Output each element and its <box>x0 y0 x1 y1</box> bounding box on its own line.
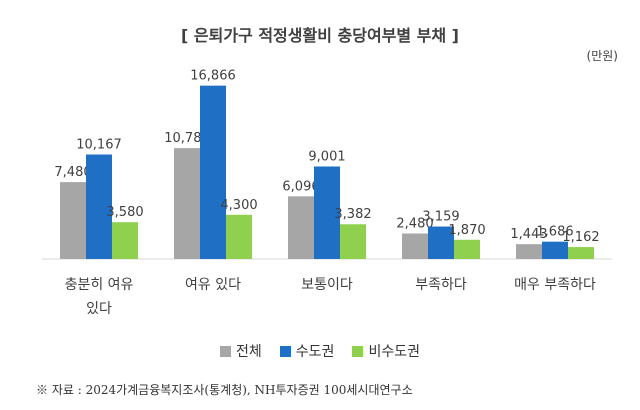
bar-2-4 <box>568 247 594 259</box>
legend-swatch-capital <box>279 345 291 357</box>
x-tick-label-1: 여유 있다 <box>185 277 241 293</box>
data-label-1-1: 16,866 <box>190 69 236 84</box>
legend-swatch-noncapital <box>352 345 364 357</box>
bar-1-0 <box>86 154 112 259</box>
legend-swatch-total <box>220 345 232 357</box>
bar-1-4 <box>542 241 568 259</box>
data-label-0-0: 7,480 <box>54 165 91 180</box>
data-label-2-1: 4,300 <box>220 198 257 213</box>
bar-0-1 <box>174 148 200 259</box>
data-label-0-3: 2,480 <box>396 217 433 232</box>
bar-0-0 <box>60 182 86 259</box>
bar-2-2 <box>340 224 366 259</box>
bar-0-3 <box>402 233 428 259</box>
x-tick-label-2: 보통이다 <box>301 277 353 293</box>
bar-2-1 <box>226 214 252 259</box>
legend-item-noncapital: 비수도권 <box>352 341 420 361</box>
bar-2-3 <box>454 239 480 259</box>
unit-label: (만원) <box>586 49 618 63</box>
bar-1-1 <box>200 85 226 259</box>
bar-0-2 <box>288 196 314 259</box>
x-tick-label-4: 매우 부족하다 <box>514 277 596 293</box>
bar-2-0 <box>112 222 138 259</box>
data-label-0-1: 10,786 <box>164 131 210 146</box>
legend-label-noncapital: 비수도권 <box>368 344 420 360</box>
data-label-0-4: 1,443 <box>510 227 547 242</box>
source-note: ※ 자료 : 2024가계금융복지조사(통계청), NH투자증권 100세시대연… <box>36 383 413 397</box>
data-label-1-3: 3,159 <box>422 210 459 225</box>
data-label-2-4: 1,162 <box>562 230 599 245</box>
data-label-1-2: 9,001 <box>308 149 345 164</box>
legend-label-total: 전체 <box>236 344 262 360</box>
x-tick-label-0-line0: 충분히 여유 <box>65 277 134 293</box>
data-label-0-2: 6,096 <box>282 179 319 194</box>
data-label-2-2: 3,382 <box>334 207 371 222</box>
bar-1-3 <box>428 226 454 259</box>
legend-item-capital: 수도권 <box>279 341 335 361</box>
data-label-2-0: 3,580 <box>106 205 143 220</box>
data-label-2-3: 1,870 <box>448 223 485 238</box>
x-tick-label-3: 부족하다 <box>415 277 467 293</box>
data-label-1-4: 1,686 <box>536 225 573 240</box>
legend: 전체 수도권 비수도권 <box>0 341 640 361</box>
bar-1-2 <box>314 166 340 259</box>
chart-title: [ 은퇴가구 적정생활비 충당여부별 부채 ] <box>181 26 459 45</box>
legend-item-total: 전체 <box>220 341 262 361</box>
x-tick-label-0-line1: 있다 <box>86 301 112 317</box>
bar-0-4 <box>516 244 542 259</box>
data-label-1-0: 10,167 <box>76 138 122 153</box>
legend-label-capital: 수도권 <box>295 344 335 360</box>
